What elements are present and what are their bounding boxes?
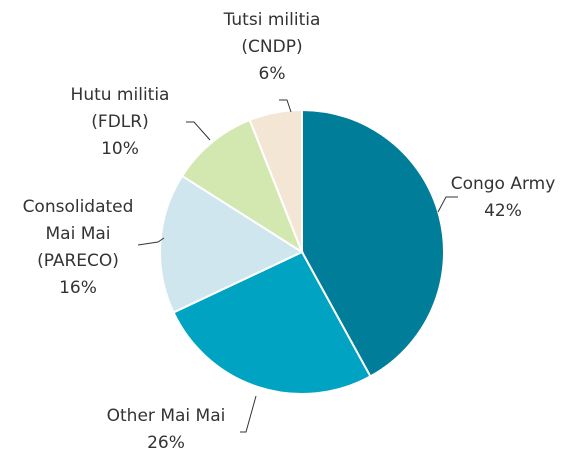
leader-line [279, 99, 292, 113]
slice-label: Tutsi militia (CNDP) [223, 10, 321, 57]
pie-slice [248, 108, 303, 253]
slice-label: Hutu militia (FDLR) [71, 85, 170, 132]
slice-value-label: 6% [259, 64, 286, 84]
slice-value-label: 16% [59, 278, 97, 298]
slice-value-label: 42% [484, 201, 522, 221]
slice-value-label: 26% [147, 433, 185, 452]
leader-line [240, 395, 257, 433]
slice-label: Congo Army [451, 174, 556, 194]
slice-label: Consolidated Mai Mai (PARECO) [23, 197, 134, 271]
slice-value-label: 10% [101, 139, 139, 159]
pie-slice [301, 108, 445, 378]
leader-line [437, 196, 458, 213]
pie-slice [172, 250, 372, 395]
leader-line [186, 121, 211, 141]
leader-line [137, 237, 165, 246]
pie-slice [180, 118, 305, 255]
slice-label: Other Mai Mai [107, 406, 226, 426]
pie-slice [159, 174, 305, 314]
